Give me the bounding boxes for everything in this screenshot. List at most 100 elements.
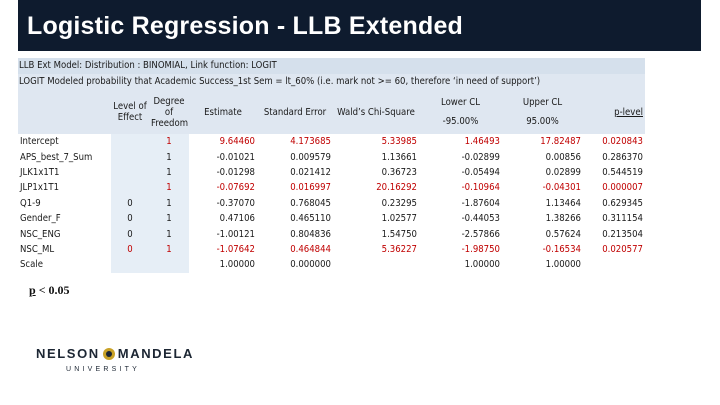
cell-df: 1 [149, 241, 189, 258]
header-lower-cl-pct: -95.00% [442, 116, 479, 127]
cell-upper-cl: -0.16534 [502, 241, 583, 258]
cell-upper-cl: 0.00856 [502, 149, 583, 165]
cell-level [111, 257, 149, 273]
table-body: Intercept 1 9.64460 4.173685 5.33985 1.46493 1… [18, 134, 645, 273]
cell-estimate: 0.47106 [189, 210, 257, 227]
header-lower-cl-label: Lower CL [440, 97, 481, 108]
header-wald: Wald’s Chi-Square [333, 90, 419, 134]
cell-wald: 1.13661 [333, 149, 419, 165]
cell-upper-cl: 17.82487 [502, 134, 583, 150]
cell-wald: 5.33985 [333, 134, 419, 150]
slide-title: Logistic Regression - LLB Extended [27, 12, 464, 40]
cell-upper-cl: 1.38266 [502, 210, 583, 227]
title-bar: Logistic Regression - LLB Extended [18, 0, 701, 51]
header-upper-cl: Upper CL 95.00% [502, 90, 583, 134]
cell-p-level: 0.020577 [583, 241, 645, 258]
probability-caption: LOGIT Modeled probability that Academic … [18, 74, 645, 90]
cell-se: 0.464844 [257, 241, 333, 258]
cell-lower-cl: -1.98750 [419, 241, 502, 258]
significance-footnote: p < 0.05 [29, 283, 70, 298]
header-upper-cl-pct: 95.00% [526, 116, 559, 127]
cell-p-level: 0.544519 [583, 164, 645, 181]
cell-p-level [583, 257, 645, 273]
logo-subtitle: UNIVERSITY [66, 366, 141, 373]
cell-estimate: -0.07692 [189, 180, 257, 196]
cell-level [111, 180, 149, 196]
cell-estimate: -1.07642 [189, 241, 257, 258]
cell-p-level: 0.311154 [583, 210, 645, 227]
cell-lower-cl: -0.10964 [419, 180, 502, 196]
cell-effect: Intercept [18, 134, 111, 150]
table-row: Intercept 1 9.64460 4.173685 5.33985 1.46493 1… [18, 134, 645, 150]
cell-level: 0 [111, 241, 149, 258]
table-row: Scale 1.00000 0.000000 1.00000 1.00000 [18, 257, 645, 273]
cell-p-level: 0.020843 [583, 134, 645, 150]
cell-lower-cl: -0.44053 [419, 210, 502, 227]
cell-level: 0 [111, 210, 149, 227]
cell-se: 0.768045 [257, 195, 333, 211]
cell-se: 0.465110 [257, 210, 333, 227]
cell-estimate: 9.64460 [189, 134, 257, 150]
footnote-threshold: < 0.05 [35, 283, 70, 297]
cell-upper-cl: 0.02899 [502, 164, 583, 181]
header-row: Level of Effect Degree of Freedom Estima… [18, 90, 645, 134]
cell-se: 0.804836 [257, 226, 333, 242]
cell-estimate: -1.00121 [189, 226, 257, 242]
cell-df: 1 [149, 149, 189, 165]
cell-effect: APS_best_7_Sum [18, 149, 111, 165]
cell-df: 1 [149, 164, 189, 181]
cell-effect: Gender_F [18, 210, 111, 227]
cell-wald: 20.16292 [333, 180, 419, 196]
cell-upper-cl: 0.57624 [502, 226, 583, 242]
table-row: NSC_ML 0 1 -1.07642 0.464844 5.36227 -1.98750-… [18, 241, 645, 258]
logo-wordmark: NELSON MANDELA [36, 346, 194, 361]
header-p-level-label: p-level [614, 106, 643, 118]
cell-upper-cl: 1.13464 [502, 195, 583, 211]
cell-effect: Scale [18, 257, 111, 273]
cell-df: 1 [149, 180, 189, 196]
table-row: JLK1x1T1 1 -0.01298 0.021412 0.36723 -0.05494… [18, 164, 645, 181]
cell-effect: JLP1x1T1 [18, 180, 111, 196]
cell-se: 0.016997 [257, 180, 333, 196]
cell-df [149, 257, 189, 273]
cell-df: 1 [149, 226, 189, 242]
table-row: APS_best_7_Sum 1 -0.01021 0.009579 1.13661 -0… [18, 149, 645, 165]
cell-lower-cl: -2.57866 [419, 226, 502, 242]
cell-lower-cl: -1.87604 [419, 195, 502, 211]
cell-p-level: 0.286370 [583, 149, 645, 165]
footnote-p: p [29, 283, 36, 297]
cell-se: 0.009579 [257, 149, 333, 165]
cell-wald: 1.02577 [333, 210, 419, 227]
cell-p-level: 0.000007 [583, 180, 645, 196]
cell-df: 1 [149, 195, 189, 211]
cell-wald: 5.36227 [333, 241, 419, 258]
university-logo: NELSON MANDELA UNIVERSITY [36, 346, 196, 386]
cell-level: 0 [111, 226, 149, 242]
cell-wald: 1.54750 [333, 226, 419, 242]
cell-effect: NSC_ML [18, 241, 111, 258]
cell-lower-cl: 1.00000 [419, 257, 502, 273]
table-row: Gender_F 0 1 0.47106 0.465110 1.02577 -0.44053… [18, 210, 645, 227]
cell-estimate: -0.37070 [189, 195, 257, 211]
cell-se: 0.021412 [257, 164, 333, 181]
cell-df: 1 [149, 134, 189, 150]
table-row: Q1-9 0 1 -0.37070 0.768045 0.23295 -1.87604 1.1… [18, 195, 645, 211]
cell-wald [333, 257, 419, 273]
cell-lower-cl: -0.02899 [419, 149, 502, 165]
cell-se: 0.000000 [257, 257, 333, 273]
cell-level [111, 164, 149, 181]
cell-estimate: -0.01298 [189, 164, 257, 181]
cell-p-level: 0.629345 [583, 195, 645, 211]
header-level: Level of Effect [111, 90, 149, 134]
cell-level: 0 [111, 195, 149, 211]
model-caption: LLB Ext Model: Distribution : BINOMIAL, … [18, 58, 645, 74]
results-table-region: LLB Ext Model: Distribution : BINOMIAL, … [18, 58, 645, 273]
header-df: Degree of Freedom [149, 90, 189, 134]
header-se: Standard Error [257, 90, 333, 134]
logo-emblem-icon [102, 348, 115, 360]
header-effect [18, 90, 111, 134]
cell-upper-cl: -0.04301 [502, 180, 583, 196]
results-table: Level of Effect Degree of Freedom Estima… [18, 90, 645, 273]
cell-upper-cl: 1.00000 [502, 257, 583, 273]
header-upper-cl-label: Upper CL [522, 97, 563, 108]
